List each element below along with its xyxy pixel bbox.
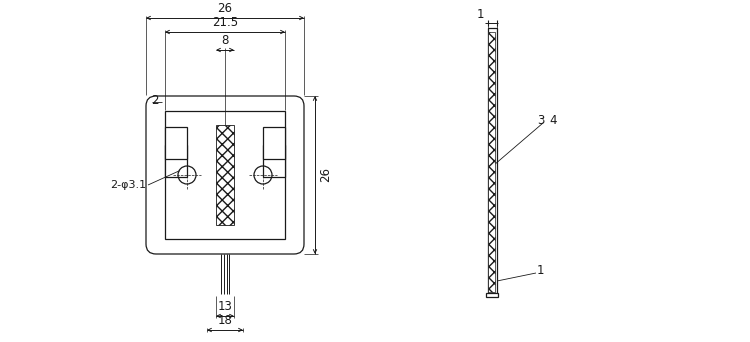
Bar — [165, 127, 187, 159]
Text: 3: 3 — [538, 114, 545, 127]
Text: 26: 26 — [319, 168, 332, 183]
Text: 1: 1 — [477, 8, 484, 21]
FancyBboxPatch shape — [146, 96, 304, 254]
Bar — [488, 28, 497, 296]
Text: 1: 1 — [536, 263, 544, 276]
Text: 4: 4 — [549, 114, 556, 127]
Bar — [486, 293, 498, 297]
Text: 8: 8 — [221, 34, 229, 47]
Text: 26: 26 — [217, 2, 232, 15]
Bar — [488, 32, 495, 292]
Text: 18: 18 — [217, 314, 232, 327]
Bar — [263, 145, 285, 177]
Bar — [216, 125, 234, 225]
Bar — [165, 145, 187, 177]
Text: 13: 13 — [217, 300, 232, 313]
Bar — [165, 111, 285, 239]
Text: 2: 2 — [152, 93, 159, 106]
Bar — [263, 127, 285, 159]
Text: 2-φ3.1: 2-φ3.1 — [110, 180, 146, 190]
Text: 21.5: 21.5 — [212, 16, 238, 29]
